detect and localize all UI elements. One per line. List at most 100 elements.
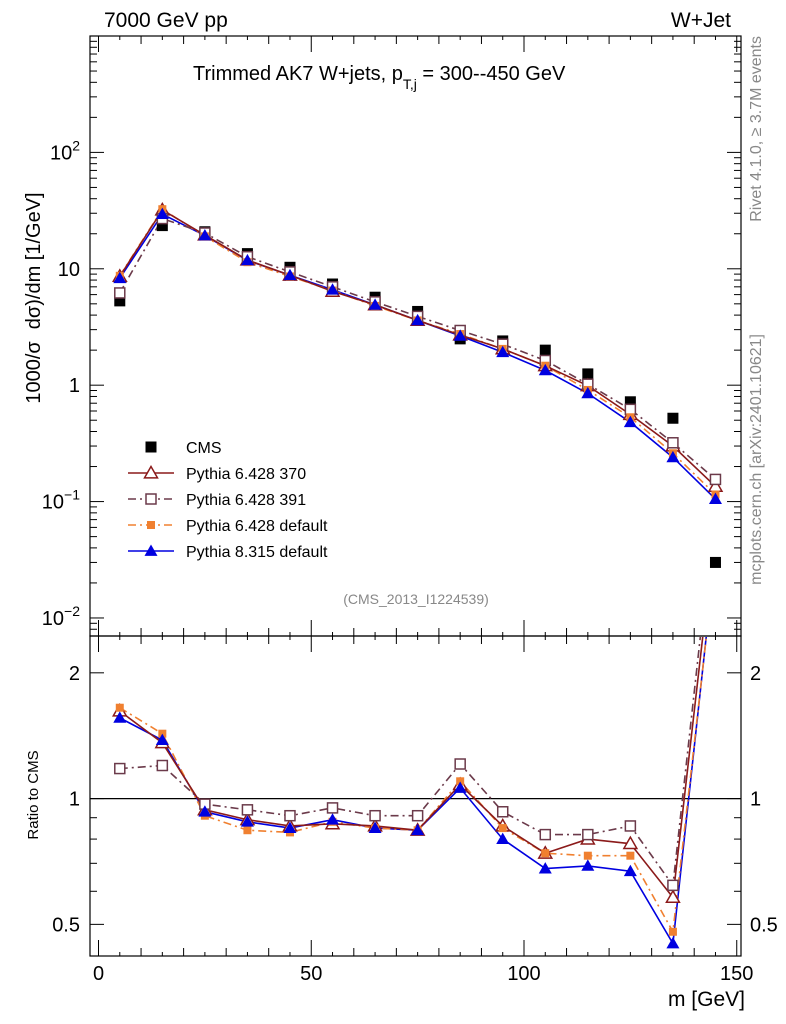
ratio-data-point — [369, 809, 381, 822]
main-data-point — [709, 556, 721, 568]
ratio-y-label: Ratio to CMS — [25, 750, 42, 839]
ratio-data-point — [368, 821, 382, 833]
main-series-line-pythia-6-428-391 — [119, 217, 716, 481]
ratio-y-tick-label-left: 0.5 — [52, 914, 80, 936]
main-y-tick-label: 102 — [50, 137, 80, 164]
main-data-point — [156, 220, 168, 232]
ratio-data-point — [581, 859, 595, 871]
ratio-data-point — [709, 519, 722, 530]
ratio-data-point — [623, 864, 637, 877]
legend-marker — [145, 493, 157, 505]
ratio-data-point — [667, 879, 679, 892]
ratio-y-tick-label-right: 0.5 — [750, 914, 778, 936]
ratio-data-point — [539, 828, 552, 841]
main-data-point — [709, 473, 722, 486]
ratio-data-point — [454, 758, 466, 770]
ratio-data-point — [113, 711, 127, 723]
ratio-data-point — [665, 889, 681, 904]
x-tick-label: 100 — [507, 963, 540, 985]
main-data-point — [411, 313, 425, 326]
main-data-point — [624, 403, 637, 416]
ratio-data-point — [155, 733, 169, 746]
ratio-data-point — [198, 805, 212, 817]
ratio-data-point — [411, 823, 425, 836]
main-data-point — [667, 437, 679, 449]
analysis-annotation: (CMS_2013_I1224539) — [343, 591, 489, 607]
legend-marker — [147, 521, 155, 529]
ratio-data-point — [326, 813, 340, 825]
side-text-lower: mcplots.cern.ch [arXiv:2401.10621] — [748, 334, 765, 585]
ratio-data-point — [624, 820, 637, 832]
main-data-point — [667, 412, 679, 424]
ratio-data-point — [115, 703, 124, 712]
header-left: 7000 GeV pp — [104, 9, 228, 32]
main-y-tick-label: 1 — [69, 375, 80, 397]
ratio-data-point — [668, 927, 677, 936]
ratio-data-point — [326, 802, 339, 814]
ratio-data-point — [114, 762, 126, 775]
ratio-data-point — [241, 804, 254, 816]
main-y-tick-label: 10−2 — [42, 603, 80, 630]
main-data-point — [496, 345, 510, 358]
svg-text:1000/σdσ)/dm [1/GeV]: 1000/σdσ)/dm [1/GeV] — [23, 192, 45, 403]
header-right: W+Jet — [671, 9, 731, 32]
main-data-point — [666, 450, 680, 463]
ratio-series-line-pythia-6-428-391 — [119, 637, 702, 888]
ratio-data-point — [156, 759, 169, 772]
ratio-series-line-pythia-6-428-default — [119, 637, 708, 935]
main-data-point — [624, 396, 636, 408]
legend-label: Pythia 8.315 default — [186, 544, 328, 561]
ratio-y-tick-label-right: 2 — [750, 663, 761, 685]
ratio-data-point — [456, 777, 465, 786]
main-data-point — [283, 268, 297, 281]
main-data-point — [240, 253, 254, 266]
side-text-upper: Rivet 4.1.0, ≥ 3.7M events — [748, 36, 765, 222]
ratio-data-point — [583, 851, 592, 860]
legend-label: CMS — [186, 440, 222, 457]
main-y-tick-label: 10−1 — [42, 487, 80, 514]
ratio-data-point — [538, 862, 552, 874]
main-data-point — [582, 368, 594, 380]
ratio-data-point — [622, 835, 639, 850]
ratio-data-point — [411, 809, 424, 822]
ratio-data-point — [243, 826, 252, 835]
main-data-point — [538, 363, 552, 376]
main-data-point — [114, 295, 126, 307]
ratio-y-ticks: 0.5 0.5 1 1 2 2 — [52, 663, 778, 937]
chart-title: Trimmed AK7 W+jets, pT,j = 300--450 GeV — [193, 63, 566, 92]
ratio-data-point — [496, 832, 510, 844]
main-data-point — [155, 207, 169, 219]
main-data-point — [539, 344, 551, 356]
ratio-series-line-pythia-6-428-370 — [119, 637, 704, 900]
main-series-line-pythia-6-428-default — [119, 208, 717, 496]
ratio-data-point — [284, 809, 296, 822]
main-data-point — [453, 329, 467, 341]
ratio-data-point — [496, 806, 509, 818]
legend-marker — [145, 441, 157, 453]
legend-label: Pythia 6.428 370 — [186, 466, 306, 483]
ratio-data-point — [283, 821, 297, 833]
main-y-label: 1000/σdσ)/dm [1/GeV] — [23, 192, 45, 403]
main-data-point — [581, 386, 595, 399]
main-data-point — [198, 229, 212, 241]
x-tick-label: 150 — [720, 963, 753, 985]
x-axis-label: m [GeV] — [668, 988, 745, 1011]
main-data-point — [368, 298, 382, 310]
main-series-group — [111, 201, 724, 568]
x-ticks: 0 50 100 150 — [93, 36, 753, 985]
legend-label: Pythia 6.428 default — [186, 518, 328, 535]
main-data-point — [623, 415, 637, 428]
ratio-data-point — [626, 851, 635, 860]
main-y-ticks: 10−2 10−1 1 10 102 — [42, 35, 741, 637]
main-data-point — [114, 287, 126, 299]
x-tick-label: 0 — [93, 963, 104, 985]
main-data-point — [708, 492, 722, 504]
ratio-y-tick-label-left: 2 — [69, 663, 80, 685]
ratio-data-point — [453, 781, 467, 793]
ratio-y-tick-label-right: 1 — [750, 789, 761, 811]
legend-marker — [143, 464, 159, 479]
ratio-data-point — [541, 849, 550, 858]
legend-label: Pythia 6.428 391 — [186, 492, 306, 509]
ratio-data-point — [709, 545, 722, 556]
